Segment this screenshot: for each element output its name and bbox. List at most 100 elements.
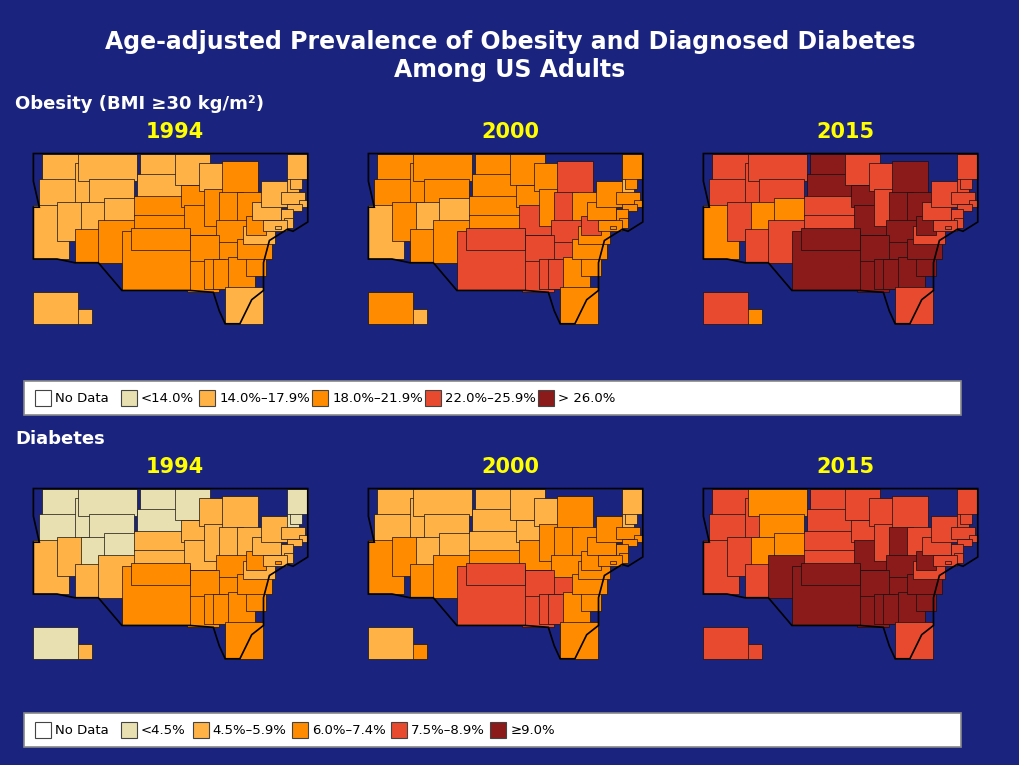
Bar [956, 539, 971, 546]
Bar [622, 489, 642, 514]
Bar [213, 259, 233, 288]
Bar [133, 196, 186, 216]
Bar [850, 520, 886, 542]
Bar [773, 533, 817, 557]
Bar [968, 535, 977, 542]
Bar [727, 537, 759, 575]
Bar [556, 161, 592, 198]
Text: 2000: 2000 [481, 457, 538, 477]
Bar [853, 540, 895, 570]
Bar [246, 216, 266, 235]
Bar [806, 509, 856, 533]
Bar [286, 539, 302, 546]
Bar [615, 527, 639, 539]
Bar [391, 537, 424, 575]
Bar [572, 574, 606, 594]
Bar [133, 531, 186, 552]
Bar [915, 253, 935, 275]
Bar [204, 189, 228, 226]
Bar [140, 489, 186, 511]
Bar [81, 537, 110, 566]
Bar [856, 596, 889, 627]
Text: 14.0%–17.9%: 14.0%–17.9% [219, 392, 310, 405]
Bar [466, 227, 524, 249]
Bar [803, 215, 856, 235]
Bar [204, 243, 252, 262]
Bar [90, 514, 133, 539]
Bar [767, 220, 806, 262]
Bar [74, 498, 101, 539]
Bar [873, 524, 897, 561]
Bar [727, 309, 761, 324]
Bar [35, 722, 51, 738]
Text: Obesity (BMI ≥30 kg/m²): Obesity (BMI ≥30 kg/m²) [15, 95, 264, 113]
Bar [873, 259, 895, 288]
Bar [539, 578, 586, 597]
Bar [286, 203, 302, 211]
Bar [410, 230, 441, 262]
Bar [204, 578, 252, 597]
Bar [516, 185, 550, 207]
Bar [809, 154, 856, 176]
Bar [34, 627, 77, 659]
Bar [424, 180, 469, 203]
Bar [137, 174, 186, 198]
Text: 18.0%–21.9%: 18.0%–21.9% [332, 392, 423, 405]
Bar [559, 622, 598, 659]
Bar [281, 193, 305, 203]
Bar [469, 215, 522, 235]
Bar [466, 562, 524, 584]
Bar [895, 287, 932, 324]
Bar [915, 588, 935, 610]
Bar [510, 154, 545, 185]
Bar [522, 596, 553, 627]
Bar [368, 540, 404, 594]
Bar [469, 196, 522, 216]
Bar [750, 202, 780, 231]
Bar [183, 205, 225, 235]
Bar [286, 154, 308, 180]
Bar [711, 489, 750, 516]
Bar [892, 496, 926, 533]
Bar [199, 498, 233, 526]
Bar [133, 549, 186, 570]
Bar [572, 239, 606, 259]
Bar [868, 163, 903, 190]
Bar [186, 596, 219, 627]
Bar [921, 537, 951, 555]
Bar [516, 520, 550, 542]
Bar [243, 226, 275, 244]
Bar [284, 218, 292, 227]
Bar [236, 574, 272, 594]
Bar [886, 220, 926, 246]
Bar [286, 513, 299, 531]
Bar [956, 489, 977, 514]
Bar [122, 566, 190, 626]
Bar [615, 544, 628, 557]
Bar [130, 562, 190, 584]
Bar [186, 235, 219, 262]
Bar [281, 209, 292, 222]
Bar [57, 644, 93, 659]
Bar [57, 309, 93, 324]
Bar [759, 180, 803, 203]
Bar [410, 565, 441, 597]
Bar [586, 537, 615, 555]
Bar [609, 226, 615, 230]
Bar [615, 209, 628, 222]
Bar [703, 205, 738, 259]
Bar [474, 154, 522, 176]
Bar [35, 390, 51, 406]
Bar [42, 154, 81, 181]
Bar [929, 181, 962, 207]
Bar [727, 202, 759, 240]
Bar [469, 549, 522, 570]
Bar [199, 390, 215, 406]
Bar [510, 489, 545, 520]
Bar [289, 507, 302, 524]
Bar [895, 622, 932, 659]
Bar [391, 644, 427, 659]
Bar [803, 196, 856, 216]
Bar [572, 193, 598, 222]
Bar [556, 496, 592, 533]
